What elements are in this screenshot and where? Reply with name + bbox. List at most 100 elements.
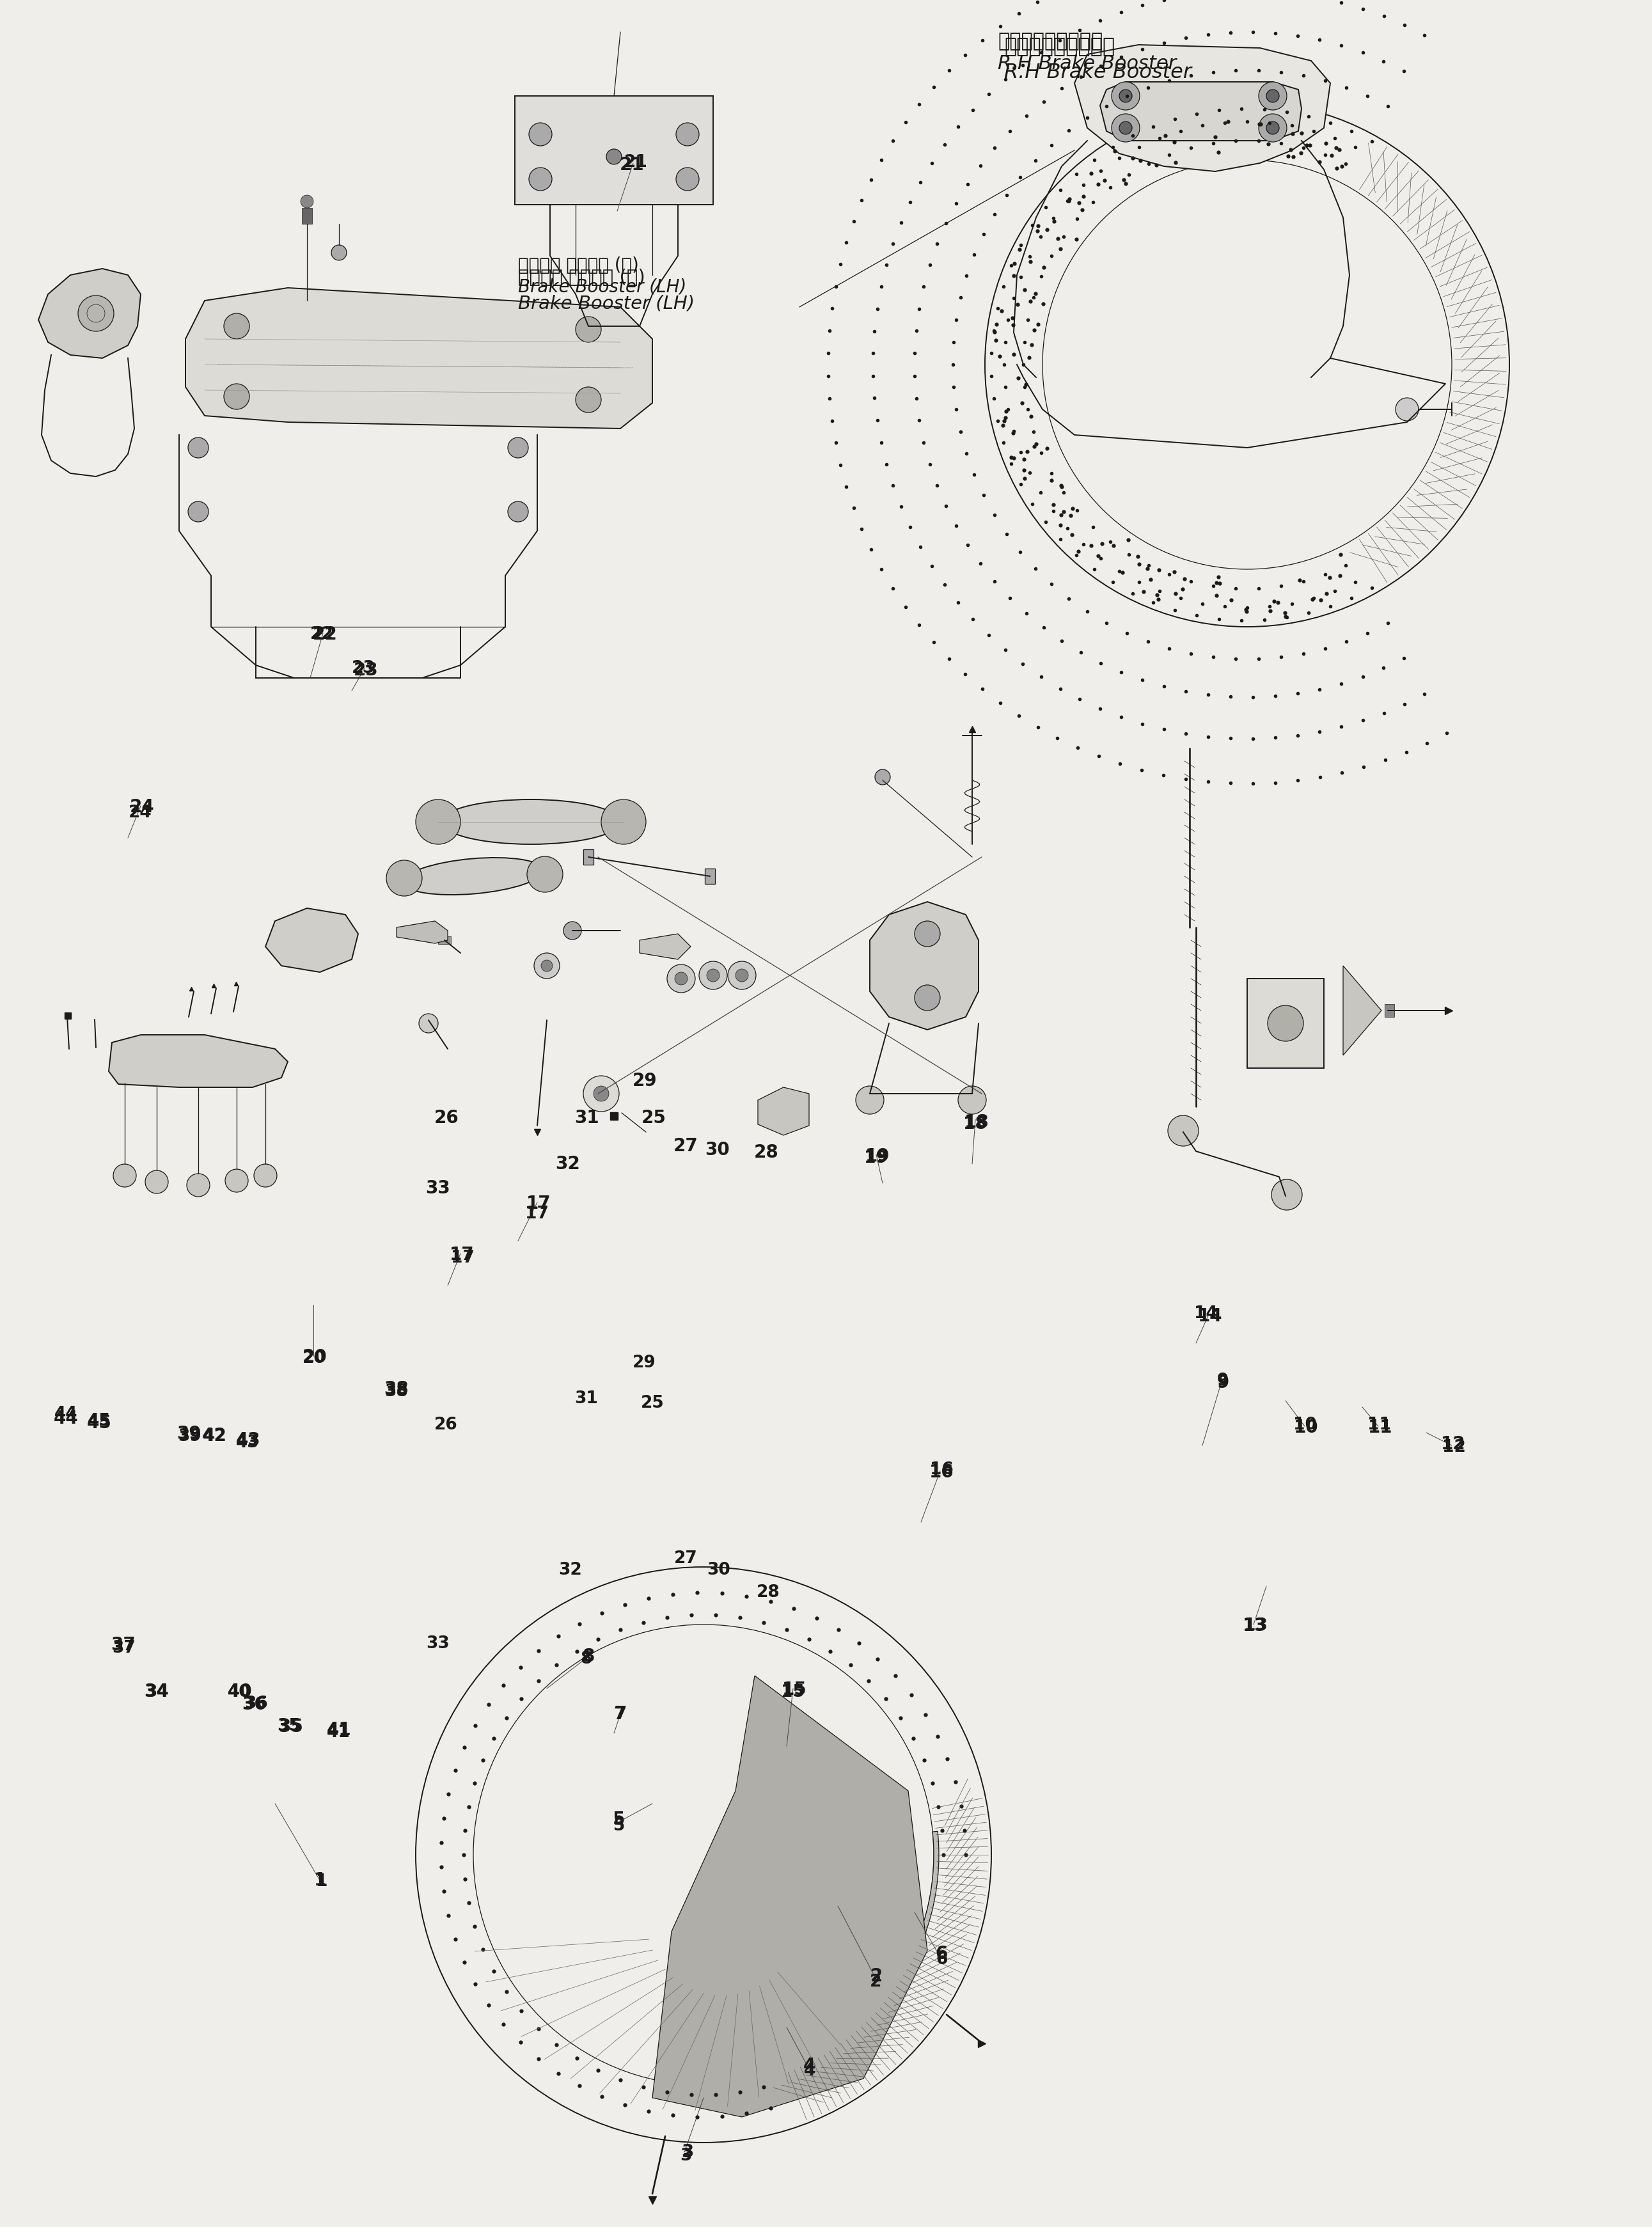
Circle shape: [188, 436, 208, 459]
Circle shape: [254, 1165, 278, 1187]
Text: R.H Brake Booster: R.H Brake Booster: [1004, 62, 1191, 82]
Text: 16: 16: [928, 1463, 953, 1481]
Text: ブレーキ ブースタ (左): ブレーキ ブースタ (左): [519, 269, 646, 287]
Text: 2: 2: [869, 1973, 882, 1991]
Text: 8: 8: [582, 1648, 595, 1666]
Circle shape: [915, 922, 940, 946]
Text: 41: 41: [327, 1724, 350, 1742]
Polygon shape: [109, 1036, 287, 1087]
Text: 28: 28: [753, 1142, 778, 1162]
Text: 30: 30: [705, 1140, 730, 1158]
Circle shape: [507, 436, 529, 459]
Text: 17: 17: [449, 1245, 474, 1263]
Text: 31: 31: [575, 1390, 598, 1407]
Circle shape: [332, 245, 347, 261]
Circle shape: [1112, 82, 1140, 109]
Text: 36: 36: [244, 1695, 268, 1713]
Text: 3: 3: [681, 2142, 694, 2160]
Circle shape: [1272, 1180, 1302, 1209]
Text: 31: 31: [575, 1109, 600, 1127]
Text: 9: 9: [1216, 1374, 1229, 1392]
Polygon shape: [1100, 82, 1302, 140]
Text: 42: 42: [202, 1428, 226, 1445]
Text: 12: 12: [1441, 1434, 1465, 1452]
Circle shape: [534, 953, 560, 978]
Circle shape: [420, 1013, 438, 1033]
Bar: [583, 848, 593, 864]
Circle shape: [1112, 114, 1140, 143]
Text: 23: 23: [354, 661, 378, 679]
Text: 4: 4: [803, 2058, 814, 2076]
Text: 24: 24: [129, 797, 154, 815]
Text: 6: 6: [935, 1944, 948, 1962]
Text: 5: 5: [613, 1817, 626, 1835]
Circle shape: [1267, 89, 1279, 102]
Polygon shape: [798, 1831, 938, 2069]
Bar: [515, 96, 714, 205]
Ellipse shape: [403, 857, 544, 895]
Text: 13: 13: [1242, 1617, 1267, 1635]
Bar: [1247, 978, 1323, 1069]
Circle shape: [601, 799, 646, 844]
Circle shape: [529, 167, 552, 192]
Circle shape: [1120, 122, 1132, 134]
Text: 25: 25: [641, 1394, 664, 1412]
Text: 38: 38: [385, 1383, 408, 1401]
Text: 42: 42: [203, 1428, 226, 1445]
Text: 32: 32: [555, 1156, 580, 1174]
Polygon shape: [266, 909, 358, 973]
Circle shape: [1259, 114, 1287, 143]
Text: 14: 14: [1198, 1307, 1222, 1325]
Circle shape: [114, 1165, 135, 1187]
Text: 20: 20: [302, 1350, 325, 1367]
Text: 15: 15: [781, 1684, 805, 1701]
Text: 10: 10: [1294, 1419, 1318, 1436]
Polygon shape: [653, 1675, 927, 2118]
Circle shape: [876, 768, 890, 784]
Text: 36: 36: [243, 1695, 268, 1713]
Circle shape: [225, 1169, 248, 1191]
Bar: [302, 207, 312, 225]
Text: 5: 5: [613, 1811, 626, 1828]
Circle shape: [856, 1087, 884, 1114]
Circle shape: [527, 857, 563, 893]
Text: 45: 45: [86, 1414, 112, 1432]
Polygon shape: [758, 1087, 809, 1136]
Circle shape: [529, 122, 552, 145]
Text: 1: 1: [314, 1871, 325, 1888]
Text: 39: 39: [177, 1425, 202, 1443]
Text: ブレーキ ブースタ (左): ブレーキ ブースタ (左): [519, 256, 639, 274]
Text: 34: 34: [144, 1684, 169, 1701]
Circle shape: [575, 387, 601, 412]
Circle shape: [676, 167, 699, 192]
Ellipse shape: [441, 799, 621, 844]
Text: 右フレーキブースタ: 右フレーキブースタ: [1004, 38, 1115, 58]
Text: 40: 40: [228, 1684, 251, 1701]
Text: 22: 22: [312, 626, 337, 644]
Text: 21: 21: [624, 154, 648, 171]
Text: 38: 38: [385, 1381, 410, 1399]
Circle shape: [1168, 1116, 1199, 1147]
Circle shape: [606, 149, 621, 165]
Text: 1: 1: [316, 1873, 329, 1891]
Text: Brake Booster (LH): Brake Booster (LH): [519, 294, 694, 312]
Text: 21: 21: [620, 156, 644, 174]
Bar: [438, 935, 451, 944]
Text: 39: 39: [178, 1428, 202, 1445]
Circle shape: [575, 316, 601, 343]
Circle shape: [1120, 89, 1132, 102]
Text: 37: 37: [111, 1637, 135, 1655]
Polygon shape: [396, 922, 448, 944]
Text: 右ブレーキブースタ: 右ブレーキブースタ: [998, 33, 1104, 51]
Text: 18: 18: [963, 1116, 986, 1134]
Text: 41: 41: [327, 1721, 352, 1739]
Text: 18: 18: [965, 1114, 990, 1131]
Text: 17: 17: [525, 1205, 548, 1223]
Text: 33: 33: [426, 1635, 449, 1652]
Text: 26: 26: [434, 1416, 458, 1434]
Text: 22: 22: [311, 626, 334, 644]
Circle shape: [667, 964, 695, 993]
Text: 2: 2: [871, 1966, 882, 1984]
Text: 44: 44: [55, 1405, 78, 1423]
Polygon shape: [1074, 45, 1330, 171]
